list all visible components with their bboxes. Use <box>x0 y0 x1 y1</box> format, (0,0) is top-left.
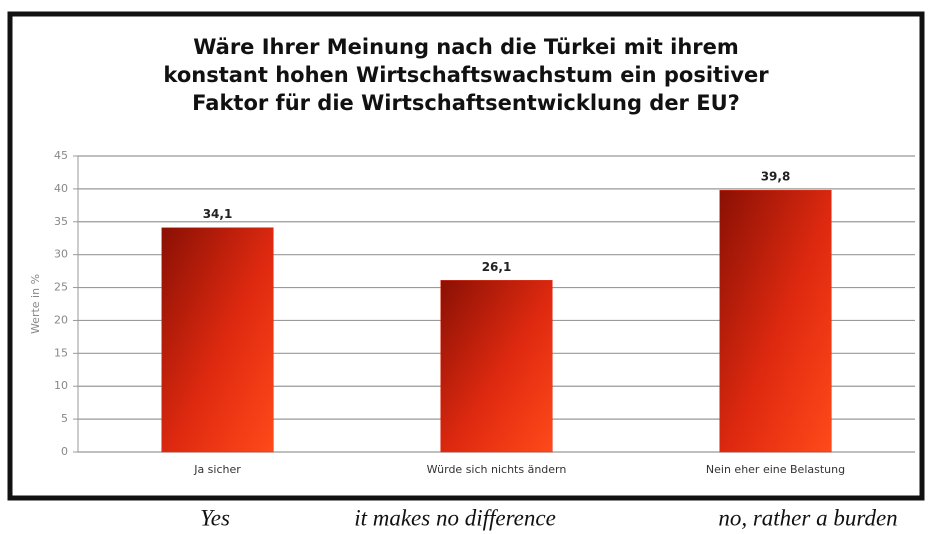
y-tick-label: 0 <box>61 445 68 458</box>
y-tick-label: 45 <box>54 149 68 162</box>
chart-title: Faktor für die Wirtschaftsentwicklung de… <box>192 91 740 115</box>
y-tick-label: 30 <box>54 248 68 261</box>
chart-title: konstant hohen Wirtschaftswachstum ein p… <box>163 63 769 87</box>
y-tick-label: 20 <box>54 313 68 326</box>
page: Wäre Ihrer Meinung nach die Türkei mit i… <box>0 0 932 534</box>
category-translation: no, rather a burden <box>718 505 897 530</box>
x-tick-label: Ja sicher <box>193 463 241 476</box>
y-tick-label: 40 <box>54 182 68 195</box>
y-tick-label: 25 <box>54 281 68 294</box>
value-label: 26,1 <box>482 260 512 274</box>
bar <box>720 190 832 452</box>
value-label: 39,8 <box>761 170 791 184</box>
chart: Wäre Ihrer Meinung nach die Türkei mit i… <box>0 0 932 534</box>
chart-title: Wäre Ihrer Meinung nach die Türkei mit i… <box>193 35 739 59</box>
bar <box>441 280 553 452</box>
y-axis-label: Werte in % <box>29 274 42 334</box>
bar <box>162 228 274 452</box>
y-tick-label: 15 <box>54 346 68 359</box>
x-tick-label: Nein eher eine Belastung <box>706 463 845 476</box>
category-translation: Yes <box>200 505 230 530</box>
value-label: 34,1 <box>203 207 233 221</box>
y-tick-label: 35 <box>54 215 68 228</box>
category-translation: it makes no difference <box>354 505 556 530</box>
y-tick-label: 5 <box>61 412 68 425</box>
x-tick-label: Würde sich nichts ändern <box>427 463 567 476</box>
y-tick-label: 10 <box>54 379 68 392</box>
